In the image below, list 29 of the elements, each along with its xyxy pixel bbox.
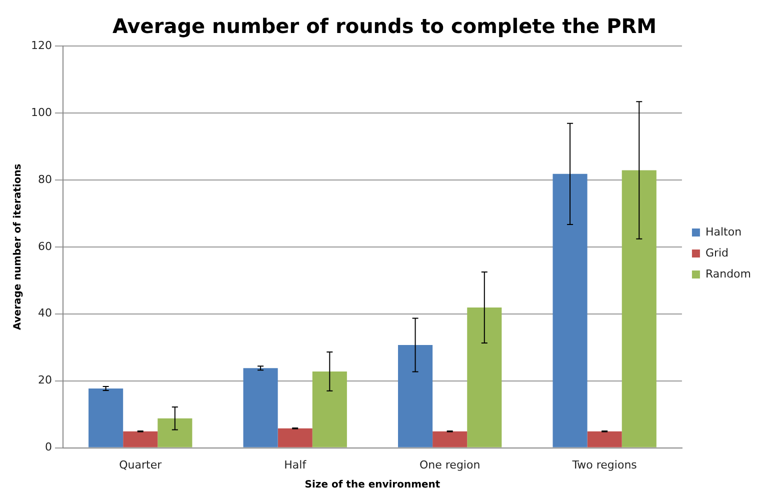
legend-label: Grid (705, 246, 729, 260)
x-axis-title: Size of the environment (304, 480, 440, 491)
bar (278, 428, 312, 448)
bar (587, 431, 622, 448)
bar (158, 418, 192, 448)
bar (467, 308, 502, 448)
y-tick-label: 60 (38, 240, 52, 253)
y-tick-label: 120 (30, 38, 52, 52)
chart-title: Average number of rounds to complete the PRM (112, 14, 657, 38)
x-tick-label: Quarter (119, 458, 162, 472)
x-tick-label: One region (420, 458, 480, 472)
bar (88, 388, 124, 448)
bar (622, 170, 656, 448)
bar (432, 431, 468, 448)
x-tick-label: Two regions (571, 458, 638, 472)
x-tick-label: Half (284, 458, 308, 472)
bar (123, 431, 158, 448)
bar (243, 368, 278, 448)
bar (398, 345, 433, 448)
y-tick-label: 40 (38, 306, 52, 320)
y-axis-title: Average number of iterations (12, 164, 24, 330)
y-tick-label: 100 (30, 106, 52, 119)
y-tick-label: 0 (44, 440, 52, 454)
bar (312, 371, 347, 448)
y-tick-label: 80 (38, 172, 52, 186)
bar (552, 174, 588, 448)
legend-label: Random (705, 267, 752, 280)
y-tick-label: 20 (38, 374, 52, 387)
legend-label: Halton (705, 225, 742, 238)
